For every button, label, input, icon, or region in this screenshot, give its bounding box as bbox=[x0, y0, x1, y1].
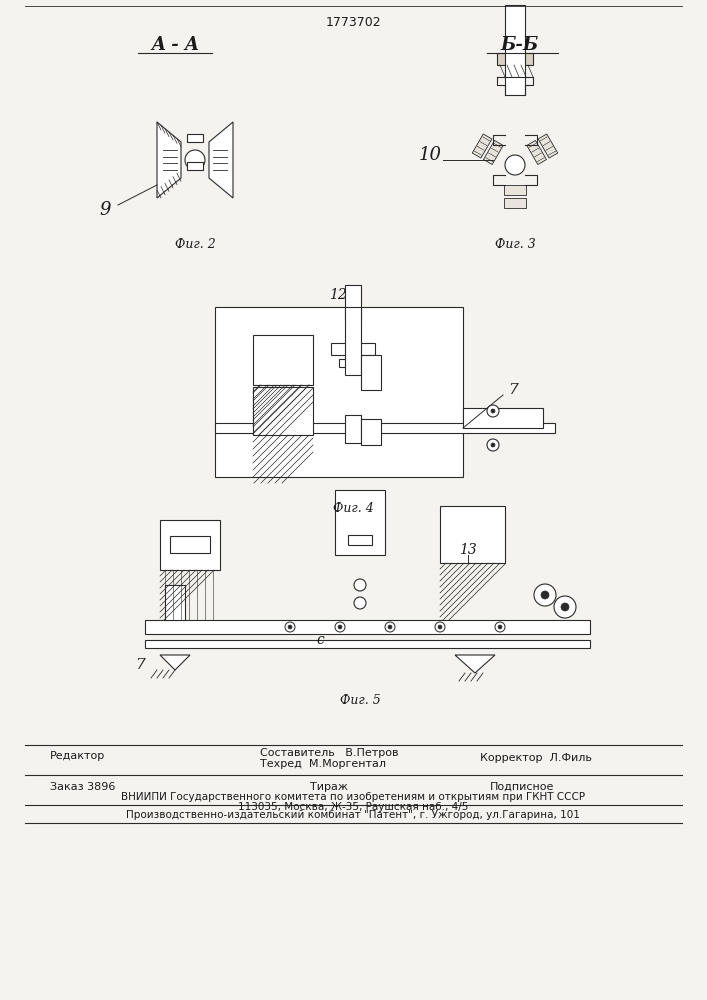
Bar bbox=[335, 490, 385, 555]
Bar bbox=[497, 53, 533, 65]
Circle shape bbox=[338, 625, 342, 629]
Text: 12: 12 bbox=[329, 288, 347, 302]
Circle shape bbox=[541, 591, 549, 599]
Text: 113035, Москва, Ж-35, Раушская наб., 4/5: 113035, Москва, Ж-35, Раушская наб., 4/5 bbox=[238, 802, 468, 812]
Text: 10: 10 bbox=[419, 146, 441, 164]
Polygon shape bbox=[209, 122, 233, 198]
Text: Тираж: Тираж bbox=[310, 782, 348, 792]
Text: Б-Б: Б-Б bbox=[501, 36, 539, 54]
Circle shape bbox=[498, 625, 502, 629]
Circle shape bbox=[385, 622, 395, 632]
Text: Производственно-издательский комбинат "Патент", г. Ужгород, ул.Гагарина, 101: Производственно-издательский комбинат "П… bbox=[126, 810, 580, 820]
Circle shape bbox=[285, 622, 295, 632]
Text: 7: 7 bbox=[508, 383, 518, 397]
Text: ВНИИПИ Государственного комитета по изобретениям и открытиям при ГКНТ СССР: ВНИИПИ Государственного комитета по изоб… bbox=[121, 792, 585, 802]
Circle shape bbox=[487, 405, 499, 417]
Circle shape bbox=[505, 155, 525, 175]
Circle shape bbox=[495, 622, 505, 632]
Text: 13: 13 bbox=[459, 543, 477, 557]
Circle shape bbox=[354, 597, 366, 609]
Polygon shape bbox=[538, 134, 558, 158]
Text: Фиг. 3: Фиг. 3 bbox=[495, 238, 535, 251]
Circle shape bbox=[561, 603, 569, 611]
Text: Фиг. 2: Фиг. 2 bbox=[175, 238, 216, 251]
Text: A - A: A - A bbox=[151, 36, 199, 54]
Bar bbox=[187, 162, 203, 170]
Bar bbox=[160, 520, 220, 570]
Text: 7: 7 bbox=[135, 658, 145, 672]
Circle shape bbox=[438, 625, 442, 629]
Circle shape bbox=[335, 622, 345, 632]
Bar bbox=[345, 415, 361, 443]
Polygon shape bbox=[527, 140, 547, 165]
Polygon shape bbox=[157, 122, 181, 198]
Bar bbox=[440, 506, 505, 563]
Bar bbox=[145, 620, 590, 634]
Circle shape bbox=[435, 622, 445, 632]
Polygon shape bbox=[160, 655, 190, 670]
Bar bbox=[331, 343, 375, 355]
Bar bbox=[170, 536, 210, 553]
Bar bbox=[253, 387, 313, 435]
Polygon shape bbox=[472, 134, 492, 158]
Bar bbox=[345, 307, 361, 375]
Polygon shape bbox=[504, 185, 526, 195]
Circle shape bbox=[288, 625, 292, 629]
Bar bbox=[463, 408, 543, 428]
Text: 9: 9 bbox=[99, 201, 111, 219]
Circle shape bbox=[491, 409, 495, 413]
Text: Подписное: Подписное bbox=[490, 782, 554, 792]
Bar bbox=[345, 285, 361, 320]
Bar bbox=[361, 355, 381, 390]
Text: Составитель   В.Петров: Составитель В.Петров bbox=[260, 748, 399, 758]
Bar bbox=[215, 423, 555, 433]
Text: Редактор: Редактор bbox=[50, 751, 105, 761]
Bar bbox=[348, 535, 372, 545]
Text: c: c bbox=[316, 633, 324, 647]
Circle shape bbox=[491, 443, 495, 447]
Polygon shape bbox=[455, 655, 495, 673]
Circle shape bbox=[534, 584, 556, 606]
Bar bbox=[339, 359, 367, 367]
Bar bbox=[187, 134, 203, 142]
Circle shape bbox=[554, 596, 576, 618]
Text: Корректор  Л.Филь: Корректор Л.Филь bbox=[480, 753, 592, 763]
Circle shape bbox=[487, 439, 499, 451]
Text: Заказ 3896: Заказ 3896 bbox=[50, 782, 115, 792]
Text: 1773702: 1773702 bbox=[325, 15, 381, 28]
Bar bbox=[253, 335, 313, 385]
Circle shape bbox=[354, 579, 366, 591]
Text: Техред  М.Моргентал: Техред М.Моргентал bbox=[260, 759, 386, 769]
Bar bbox=[361, 419, 381, 445]
Bar bbox=[505, 5, 525, 95]
Bar bbox=[145, 640, 590, 648]
Text: Фиг. 4: Фиг. 4 bbox=[332, 502, 373, 514]
Text: Фиг. 5: Фиг. 5 bbox=[339, 694, 380, 706]
Polygon shape bbox=[504, 198, 526, 208]
Polygon shape bbox=[484, 140, 503, 165]
Circle shape bbox=[185, 150, 205, 170]
Circle shape bbox=[388, 625, 392, 629]
Bar bbox=[215, 307, 463, 477]
Bar bbox=[165, 585, 185, 620]
